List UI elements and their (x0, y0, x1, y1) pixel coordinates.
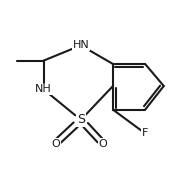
Text: O: O (51, 138, 60, 149)
Text: S: S (77, 113, 85, 126)
Text: O: O (98, 138, 107, 149)
Text: F: F (142, 128, 148, 138)
Text: NH: NH (35, 84, 52, 94)
Text: HN: HN (72, 40, 89, 50)
